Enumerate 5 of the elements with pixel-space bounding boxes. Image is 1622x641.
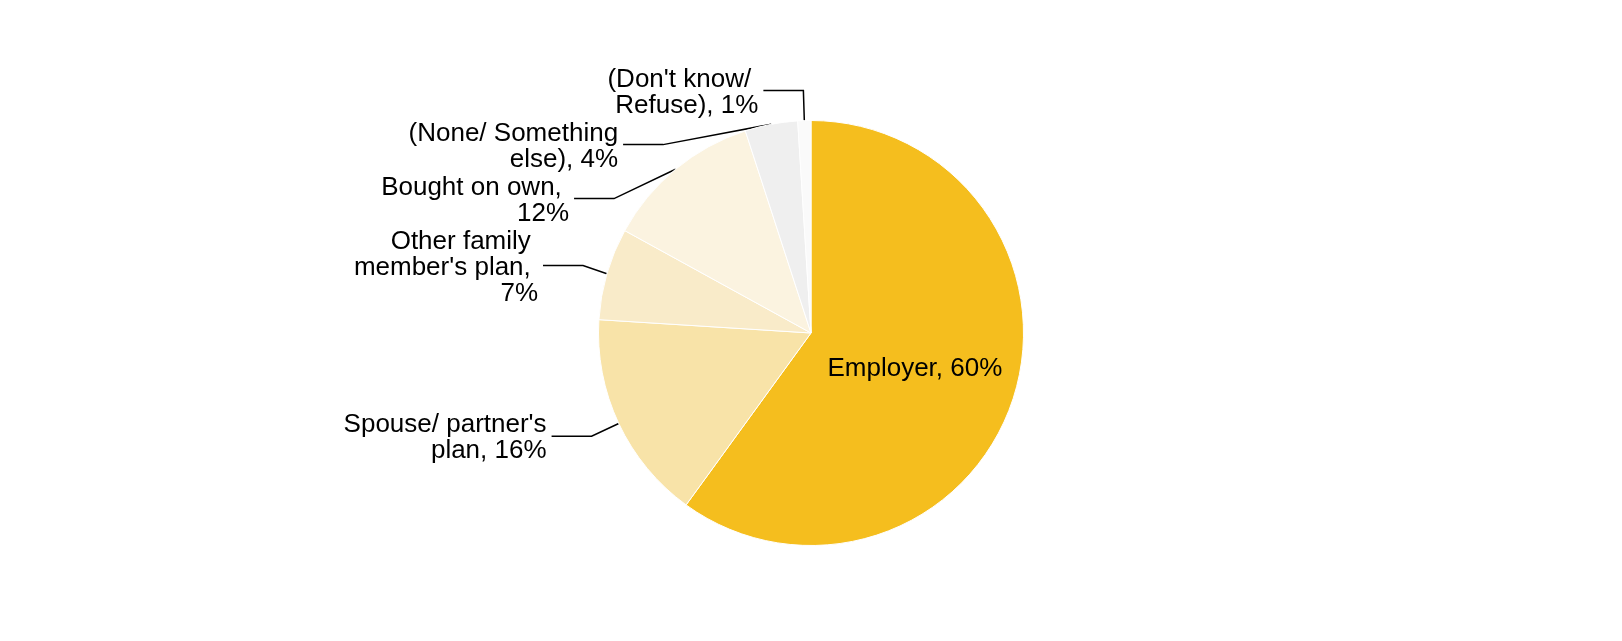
slice-label: (None/ Something else), 4% (408, 116, 619, 173)
slice-label: Other family member's plan, 7% (353, 224, 539, 307)
slice-label: Spouse/ partner's plan, 16% (343, 408, 547, 465)
slice-label: Employer, 60% (827, 351, 1003, 382)
slice-label: (Don't know/ Refuse), 1% (607, 62, 759, 119)
